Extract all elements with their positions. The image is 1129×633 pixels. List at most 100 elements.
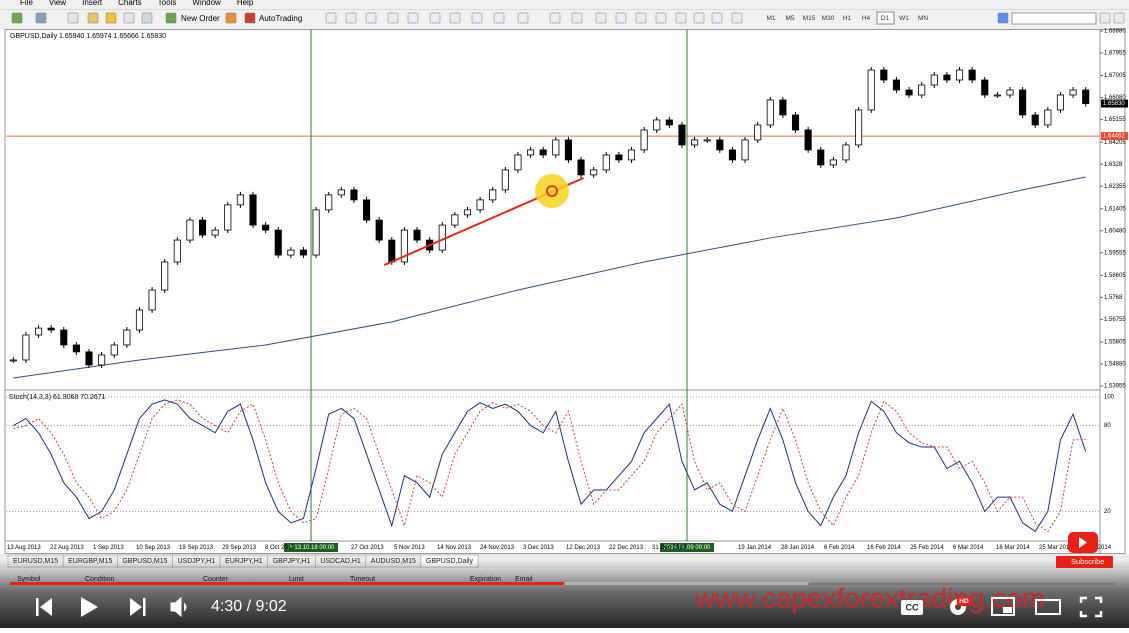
toolbar-icon[interactable] xyxy=(731,12,743,24)
toolbar-icon[interactable] xyxy=(997,12,1009,24)
y-tick-label: 1.5768 xyxy=(1104,295,1123,301)
timeframe-button[interactable]: W1 xyxy=(899,15,909,22)
candle-body xyxy=(375,219,383,241)
timeframe-button[interactable]: H4 xyxy=(862,15,871,22)
cursor-ring xyxy=(546,185,558,197)
toolbar-icon[interactable] xyxy=(493,12,505,24)
candle-body xyxy=(262,224,270,231)
toolbar-icon[interactable] xyxy=(345,12,357,24)
toolbar-icon[interactable] xyxy=(165,12,177,24)
toolbar-icon[interactable] xyxy=(123,12,135,24)
toolbar-icon[interactable] xyxy=(87,12,99,24)
timeframe-button[interactable]: D1 xyxy=(881,15,890,22)
x-tick-label: 29 Sep 2013 xyxy=(222,545,257,551)
menu-item[interactable]: Charts xyxy=(118,0,142,7)
toolbar-icon[interactable] xyxy=(407,12,419,24)
cc-button[interactable] xyxy=(901,600,923,615)
y-tick-label: 1.54880 xyxy=(1104,362,1126,368)
candle-body xyxy=(804,129,812,151)
toolbar-icon[interactable] xyxy=(225,12,237,24)
timeframe-button[interactable]: M30 xyxy=(822,15,835,22)
candle-body xyxy=(665,119,673,126)
toolbar-icon[interactable] xyxy=(517,12,529,24)
toolbar-icon[interactable] xyxy=(244,12,256,24)
toolbar-icon[interactable] xyxy=(365,12,377,24)
play-button[interactable] xyxy=(81,597,98,617)
miniplayer-inner xyxy=(1003,607,1012,613)
x-tick-label: 3 Dec 2013 xyxy=(523,545,554,551)
toolbar-icon[interactable] xyxy=(595,12,607,24)
x-tick-label: 6 Feb 2014 xyxy=(824,545,855,551)
candle-body xyxy=(1082,89,1090,104)
toolbar-icon[interactable] xyxy=(1099,12,1111,24)
menu-item[interactable]: Tools xyxy=(158,0,177,7)
candle-body xyxy=(123,329,131,346)
menu-item[interactable]: Help xyxy=(237,0,254,7)
player-overlay xyxy=(0,560,1129,628)
candle-body xyxy=(72,344,80,353)
autotrading-button[interactable]: AutoTrading xyxy=(259,14,302,23)
toolbar-icon[interactable] xyxy=(635,12,647,24)
candle-body xyxy=(325,194,333,211)
toolbar-icon[interactable] xyxy=(571,12,583,24)
candle-body xyxy=(299,249,308,256)
toolbar-icon[interactable] xyxy=(387,12,399,24)
y-tick-label: 1.56755 xyxy=(1104,317,1126,323)
candle-body xyxy=(703,139,711,142)
candle-body xyxy=(880,69,888,81)
timeframe-button[interactable]: MN xyxy=(918,15,928,22)
timeframe-button[interactable]: M15 xyxy=(803,15,816,22)
toolbar-icon[interactable] xyxy=(615,12,627,24)
toolbar-icon[interactable] xyxy=(549,12,561,24)
toolbar-icon[interactable] xyxy=(471,12,483,24)
menu-item[interactable]: File xyxy=(20,0,33,7)
candle-body xyxy=(653,119,661,131)
candle-body xyxy=(337,189,345,196)
timeframe-button[interactable]: H1 xyxy=(843,15,852,22)
progress-played[interactable] xyxy=(10,582,565,585)
candle-body xyxy=(451,214,459,226)
x-tick-label: 6 Mar 2014 xyxy=(953,545,984,551)
menu-item[interactable]: Window xyxy=(192,0,221,7)
chart-frame xyxy=(4,29,1126,554)
toolbar-icon[interactable] xyxy=(675,12,687,24)
toolbar-icon[interactable] xyxy=(711,12,723,24)
fullscreen-button[interactable] xyxy=(1079,596,1103,618)
search-box[interactable] xyxy=(1011,12,1097,25)
toolbar-icon[interactable] xyxy=(429,12,441,24)
candle-body xyxy=(968,69,976,81)
subscribe-button[interactable] xyxy=(1056,556,1113,568)
candle-body xyxy=(855,109,863,146)
x-tick-label: 10 Sep 2013 xyxy=(136,545,171,551)
candle-body xyxy=(148,289,156,311)
time-display: 4:30 / 9:02 xyxy=(211,598,287,615)
toolbar-icon[interactable] xyxy=(141,12,153,24)
x-tick-label: 12 Dec 2013 xyxy=(566,545,601,551)
toolbar-icon[interactable] xyxy=(35,12,47,24)
new-order-button[interactable]: New Order xyxy=(181,14,220,23)
menu-item[interactable]: View xyxy=(49,0,66,7)
toolbar-icon[interactable] xyxy=(11,12,23,24)
toolbar-icon[interactable] xyxy=(655,12,667,24)
theater-button[interactable] xyxy=(1035,599,1061,615)
menu-item[interactable]: Insert xyxy=(82,0,103,7)
toolbar-icon[interactable] xyxy=(67,12,79,24)
y-tick-label: 1.53955 xyxy=(1104,384,1126,390)
previous-button[interactable] xyxy=(36,598,52,616)
volume-button[interactable] xyxy=(170,596,187,618)
youtube-logo-play xyxy=(1079,537,1087,548)
toolbar-icon[interactable] xyxy=(105,12,117,24)
candle-body xyxy=(1056,94,1065,111)
toolbar-icon[interactable] xyxy=(325,12,337,24)
candle-body xyxy=(161,261,169,291)
toolbar-icon[interactable] xyxy=(1113,12,1125,24)
next-button[interactable] xyxy=(130,598,146,616)
candle-body xyxy=(615,154,623,161)
candle-body xyxy=(577,159,585,176)
toolbar-icon[interactable] xyxy=(449,12,461,24)
timeframe-button[interactable]: M5 xyxy=(785,15,794,22)
candle-body xyxy=(135,309,144,331)
miniplayer-button[interactable] xyxy=(991,597,1015,616)
toolbar-icon[interactable] xyxy=(693,12,705,24)
timeframe-button[interactable]: M1 xyxy=(766,15,775,22)
